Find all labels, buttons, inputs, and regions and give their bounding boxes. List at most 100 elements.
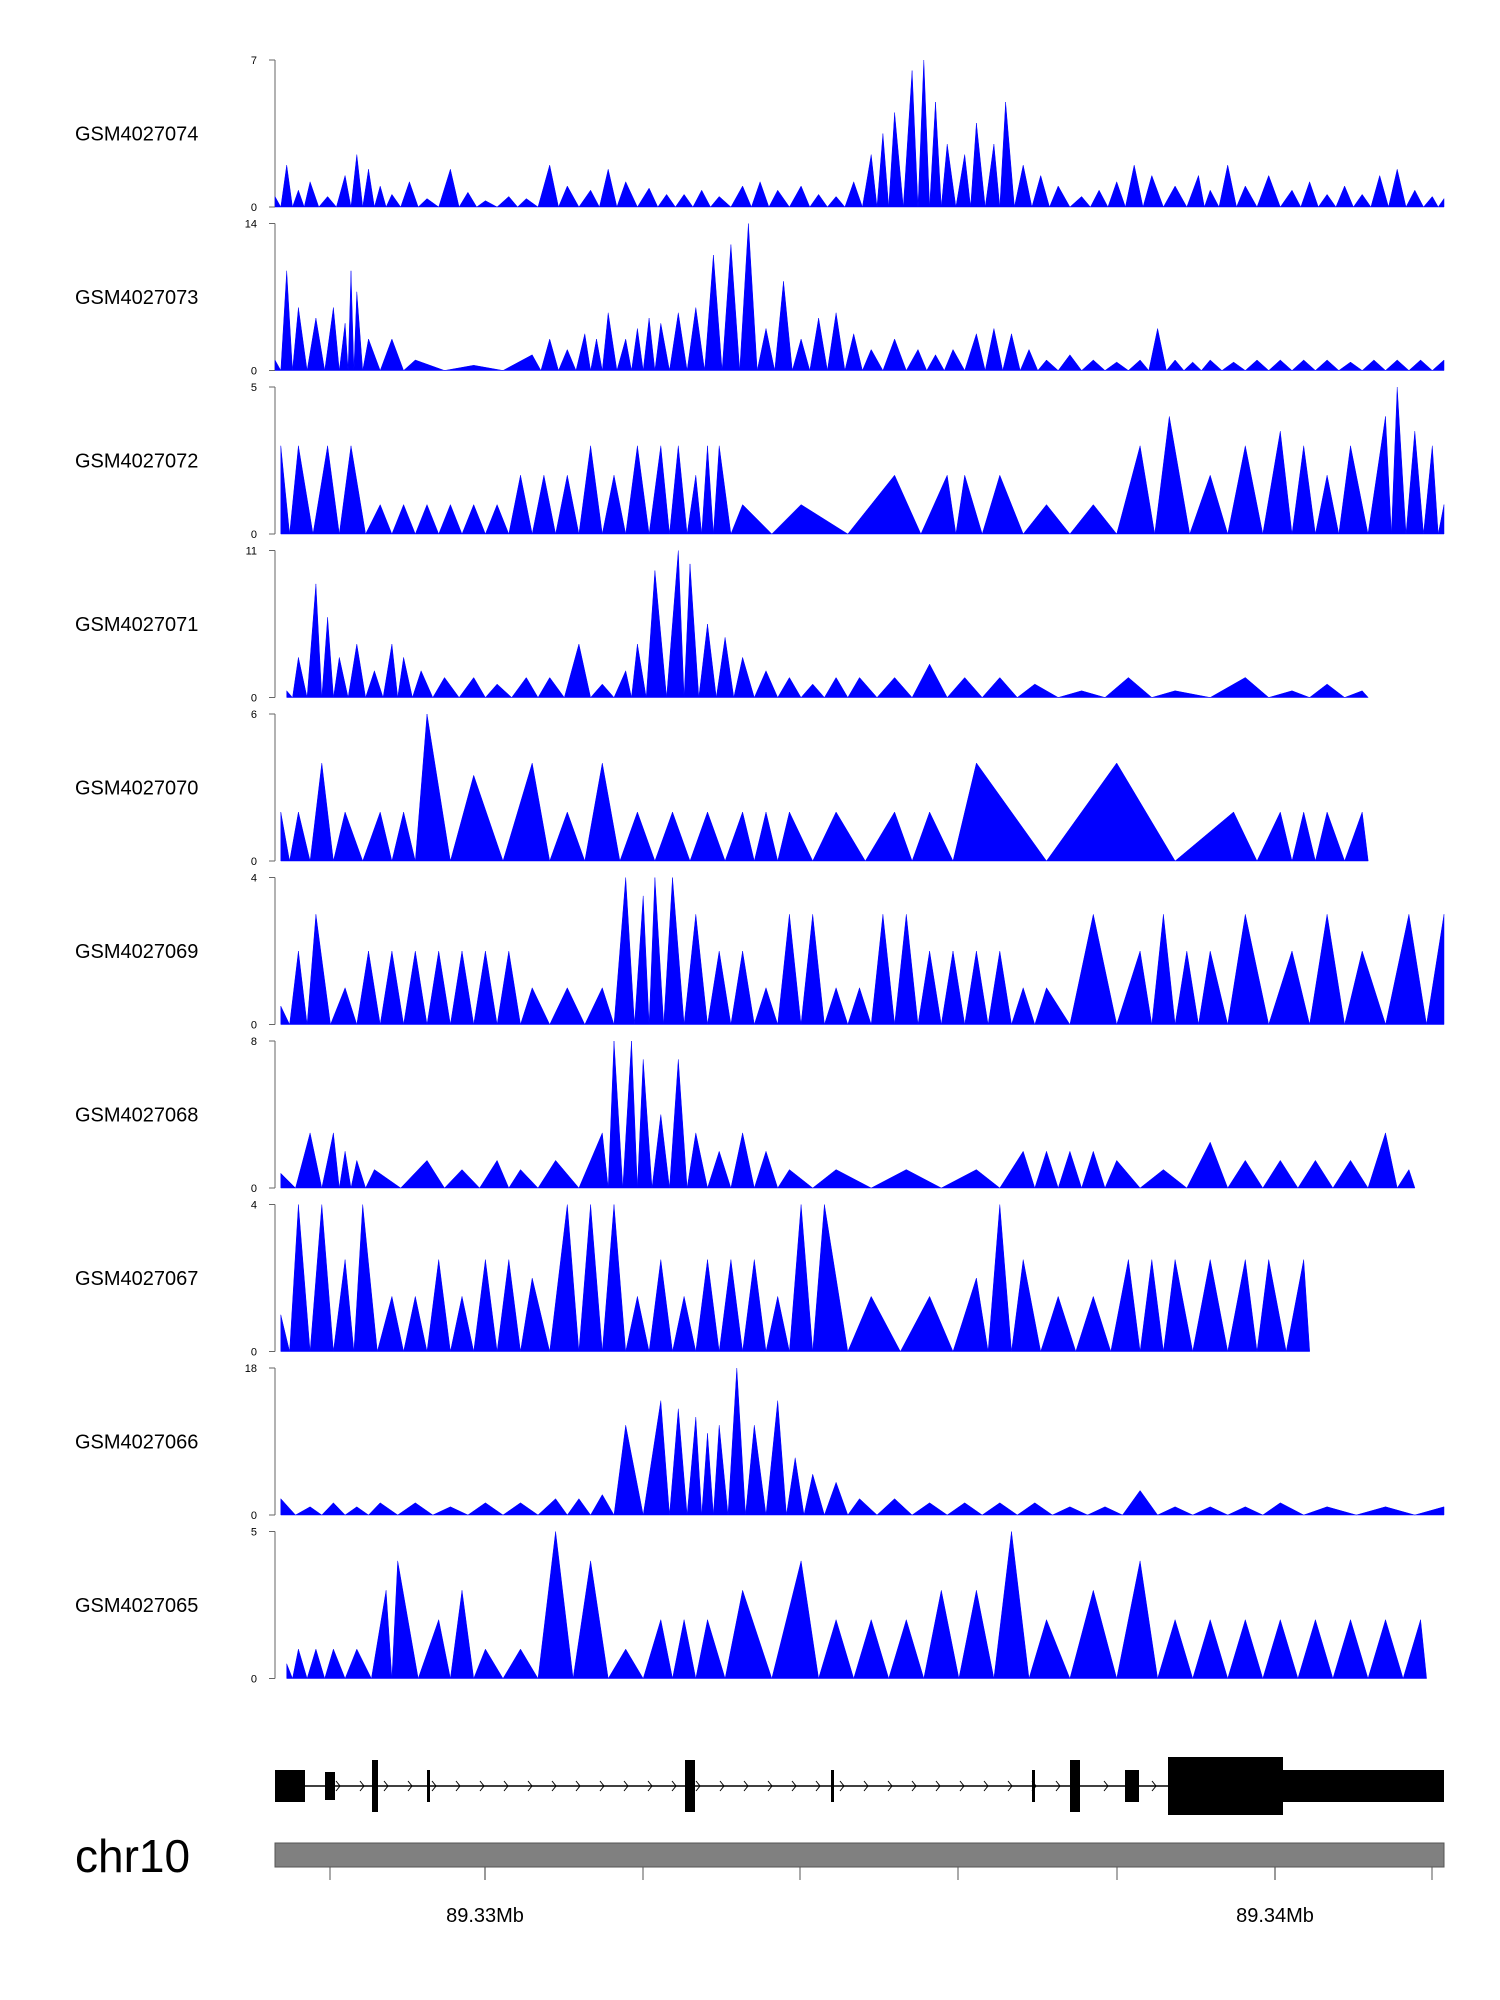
strand-arrow xyxy=(1055,1780,1061,1792)
coverage-area xyxy=(280,1204,1310,1353)
track-label: GSM4027067 xyxy=(75,1268,198,1290)
strand-arrow xyxy=(407,1780,413,1792)
y-tick-label-max: 5 xyxy=(251,382,257,394)
strand-arrow xyxy=(383,1780,389,1792)
exon-7 xyxy=(1032,1770,1035,1802)
y-tick-label-max: 14 xyxy=(245,219,257,231)
strand-arrow xyxy=(887,1780,893,1792)
strand-arrow xyxy=(575,1780,581,1792)
track-GSM4027074: GSM4027074 7 0 xyxy=(75,55,1445,214)
track-GSM4027067: GSM4027067 4 0 xyxy=(75,1200,1310,1359)
coverage-area xyxy=(286,1531,1427,1680)
y-tick-label-min: 0 xyxy=(251,1674,257,1686)
track-label: GSM4027070 xyxy=(75,778,198,800)
track-GSM4027068: GSM4027068 8 0 xyxy=(75,1036,1416,1195)
coverage-area xyxy=(274,59,1445,208)
exon-10-cds xyxy=(1168,1757,1283,1815)
track-label: GSM4027069 xyxy=(75,941,198,963)
coverage-area xyxy=(280,877,1445,1026)
chromosome-label: chr10 xyxy=(75,1830,190,1882)
strand-arrow xyxy=(839,1780,845,1792)
strand-arrow xyxy=(1103,1780,1109,1792)
x-tick-label-89.33: 89.33Mb xyxy=(446,1905,524,1927)
strand-arrow xyxy=(719,1780,725,1792)
y-tick-label-min: 0 xyxy=(251,366,257,378)
y-tick-label-max: 6 xyxy=(251,709,257,721)
exon-1 xyxy=(275,1770,305,1802)
exon-4 xyxy=(427,1770,430,1802)
track-label: GSM4027071 xyxy=(75,614,198,636)
chromosome-axis: chr10 89.33Mb 89.34Mb xyxy=(75,1830,1445,1927)
y-tick-label-max: 5 xyxy=(251,1527,257,1539)
y-tick-label-min: 0 xyxy=(251,693,257,705)
strand-arrow xyxy=(623,1780,629,1792)
y-tick-label-max: 4 xyxy=(251,1200,257,1212)
strand-arrow xyxy=(527,1780,533,1792)
track-GSM4027072: GSM4027072 5 0 xyxy=(75,382,1445,541)
exon-3 xyxy=(372,1760,378,1812)
coverage-area xyxy=(286,550,1369,699)
coverage-tracks: GSM402707470GSM4027073140GSM402707250GSM… xyxy=(75,55,1445,1686)
y-tick-label-max: 4 xyxy=(251,873,257,885)
coverage-area xyxy=(280,713,1369,862)
coverage-area xyxy=(280,1040,1416,1189)
y-tick-label-min: 0 xyxy=(251,202,257,214)
y-tick-label-min: 0 xyxy=(251,856,257,868)
strand-arrow xyxy=(359,1780,365,1792)
coverage-area xyxy=(280,386,1445,535)
y-tick-label-min: 0 xyxy=(251,1510,257,1522)
exon-6 xyxy=(831,1770,834,1802)
strand-arrow xyxy=(455,1780,461,1792)
strand-arrow xyxy=(935,1780,941,1792)
exon-8 xyxy=(1070,1760,1080,1812)
strand-arrow xyxy=(743,1780,749,1792)
strand-arrow xyxy=(551,1780,557,1792)
strand-arrow xyxy=(791,1780,797,1792)
track-label: GSM4027068 xyxy=(75,1105,198,1127)
strand-arrow xyxy=(335,1780,341,1792)
strand-arrow xyxy=(767,1780,773,1792)
strand-arrow xyxy=(983,1780,989,1792)
strand-arrow xyxy=(503,1780,509,1792)
exon-10-utr xyxy=(1283,1770,1444,1802)
strand-arrow xyxy=(599,1780,605,1792)
axis-minor-ticks xyxy=(329,1867,1433,1880)
track-GSM4027070: GSM4027070 6 0 xyxy=(75,709,1369,868)
coverage-area xyxy=(274,223,1445,372)
strand-arrow xyxy=(695,1780,701,1792)
y-tick-label-max: 8 xyxy=(251,1036,257,1048)
strand-arrow xyxy=(959,1780,965,1792)
y-tick-label-min: 0 xyxy=(251,1020,257,1032)
track-label: GSM4027065 xyxy=(75,1595,198,1617)
track-GSM4027073: GSM4027073 14 0 xyxy=(75,219,1445,378)
y-tick-label-max: 11 xyxy=(246,546,257,558)
track-GSM4027065: GSM4027065 5 0 xyxy=(75,1527,1427,1686)
exon-5 xyxy=(685,1760,695,1812)
strand-arrow xyxy=(1007,1780,1013,1792)
strand-arrow xyxy=(815,1780,821,1792)
track-label: GSM4027073 xyxy=(75,287,198,309)
track-label: GSM4027072 xyxy=(75,451,198,473)
chromosome-bar xyxy=(274,1842,1445,1868)
track-GSM4027066: GSM4027066 18 0 xyxy=(75,1363,1445,1522)
y-tick-label-max: 7 xyxy=(251,55,257,67)
track-label: GSM4027074 xyxy=(75,124,198,146)
x-tick-label-89.34: 89.34Mb xyxy=(1236,1905,1314,1927)
y-tick-label-min: 0 xyxy=(251,529,257,541)
y-tick-label-min: 0 xyxy=(251,1183,257,1195)
exon-9 xyxy=(1125,1770,1139,1802)
strand-arrow xyxy=(479,1780,485,1792)
track-GSM4027069: GSM4027069 4 0 xyxy=(75,873,1445,1032)
strand-arrow xyxy=(1151,1780,1157,1792)
strand-arrow xyxy=(863,1780,869,1792)
y-tick-label-max: 18 xyxy=(245,1363,257,1375)
strand-arrow xyxy=(671,1780,677,1792)
track-GSM4027071: GSM4027071 11 0 xyxy=(75,546,1369,705)
gene-model xyxy=(275,1757,1444,1815)
coverage-area xyxy=(280,1367,1445,1516)
exon-2 xyxy=(325,1772,335,1800)
strand-arrow xyxy=(647,1780,653,1792)
strand-arrow xyxy=(431,1780,437,1792)
y-tick-label-min: 0 xyxy=(251,1347,257,1359)
strand-arrow xyxy=(911,1780,917,1792)
